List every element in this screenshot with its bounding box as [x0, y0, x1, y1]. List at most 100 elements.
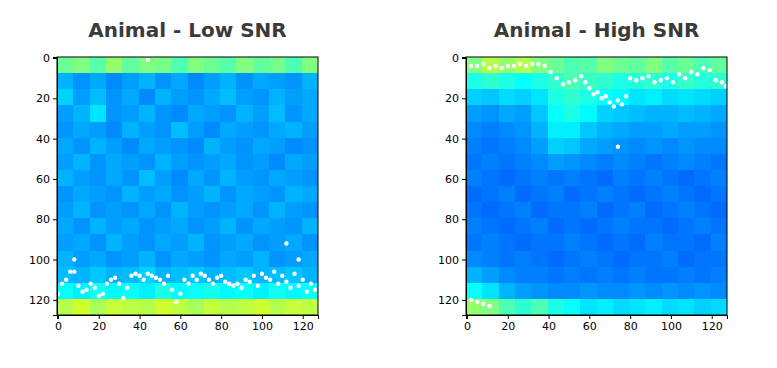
- scatter-point: [121, 296, 125, 300]
- scatter-point: [481, 62, 485, 66]
- heatmap-cell: [285, 170, 302, 187]
- tick-label: 60: [583, 320, 597, 333]
- heatmap-cell: [90, 170, 107, 187]
- tick-mark: [712, 315, 713, 319]
- heatmap-cell: [188, 138, 205, 155]
- tick-label: 60: [445, 173, 459, 186]
- heatmap-cell: [499, 283, 516, 300]
- heatmap-cell: [482, 234, 499, 251]
- tick-mark: [53, 179, 57, 180]
- heatmap-cell: [499, 186, 516, 203]
- heatmap-cell: [597, 299, 614, 315]
- heatmap-cell: [57, 251, 74, 268]
- heatmap-cell: [613, 218, 630, 235]
- heatmap-cell: [188, 57, 205, 74]
- heatmap-cell: [253, 57, 270, 74]
- x-tick: 100: [252, 315, 273, 333]
- heatmap-cell: [90, 105, 107, 122]
- scatter-point: [146, 271, 150, 275]
- heatmap-cell: [171, 138, 188, 155]
- heatmap-cell: [482, 138, 499, 155]
- heatmap-cell: [285, 73, 302, 90]
- heatmap-cell: [285, 138, 302, 155]
- heatmap-cell: [678, 138, 695, 155]
- heatmap-cell: [531, 202, 548, 219]
- heatmap-cell: [236, 234, 253, 251]
- y-tick: 120: [29, 294, 57, 307]
- heatmap-cell: [548, 154, 565, 171]
- scatter-point: [301, 278, 305, 282]
- heatmap-cell: [645, 105, 662, 122]
- heatmap-cell: [711, 57, 727, 74]
- heatmap-cell: [269, 170, 286, 187]
- scatter-point: [137, 273, 141, 277]
- heatmap-cell: [548, 122, 565, 139]
- heatmap-cell: [597, 170, 614, 187]
- heatmap-cell: [694, 138, 711, 155]
- tick-label: 80: [624, 320, 638, 333]
- heatmap-cell: [106, 122, 123, 139]
- heatmap-cell: [302, 186, 318, 203]
- heatmap-cell: [662, 251, 679, 268]
- tick-mark: [462, 179, 466, 180]
- heatmap-cell: [90, 218, 107, 235]
- heatmap-cell: [139, 138, 156, 155]
- heatmap-cell: [531, 234, 548, 251]
- heatmap-cell: [580, 251, 597, 268]
- heatmap-cell: [629, 267, 646, 284]
- scatter-point: [223, 280, 227, 284]
- scatter-point: [720, 80, 724, 84]
- heatmap-cell: [597, 202, 614, 219]
- heatmap-cell: [122, 202, 139, 219]
- scatter-point: [616, 144, 620, 148]
- heatmap-cell: [662, 218, 679, 235]
- heatmap-cell: [220, 299, 237, 315]
- heatmap-cell: [466, 234, 483, 251]
- heatmap-cell: [106, 186, 123, 203]
- heatmap-cell: [515, 234, 532, 251]
- scatter-point: [109, 278, 113, 282]
- heatmap-cell: [629, 251, 646, 268]
- scatter-point: [659, 78, 663, 82]
- heatmap-cell: [711, 202, 727, 219]
- heatmap-cell: [57, 154, 74, 171]
- axis-line: [467, 316, 728, 320]
- heatmap-cell: [499, 267, 516, 284]
- x-tick: 80: [215, 315, 229, 333]
- tick-label: 0: [43, 52, 50, 65]
- scatter-point: [199, 271, 203, 275]
- heatmap-cell: [662, 73, 679, 90]
- tick-mark: [549, 315, 550, 319]
- scatter-point: [701, 66, 705, 70]
- heatmap-cell: [711, 170, 727, 187]
- heatmap-cell: [564, 154, 581, 171]
- heatmap-cell: [515, 170, 532, 187]
- heatmap-cell: [253, 186, 270, 203]
- plot-frame: [57, 57, 318, 315]
- heatmap-cell: [482, 170, 499, 187]
- heatmap-cell: [613, 89, 630, 106]
- heatmap-cell: [548, 218, 565, 235]
- heatmap-cell: [580, 105, 597, 122]
- scatter-point: [481, 302, 485, 306]
- heatmap-cell: [499, 202, 516, 219]
- heatmap-cell: [106, 105, 123, 122]
- scatter-point: [524, 64, 528, 68]
- tick-mark: [589, 315, 590, 319]
- axis-line: [53, 58, 58, 316]
- heatmap-cell: [253, 73, 270, 90]
- heatmap-cell: [106, 299, 123, 315]
- heatmap-cell: [597, 73, 614, 90]
- heatmap-cell: [122, 299, 139, 315]
- heatmap-cell: [711, 138, 727, 155]
- heatmap-cell: [694, 57, 711, 74]
- scatter-point: [84, 288, 88, 292]
- heatmap-cell: [269, 57, 286, 74]
- heatmap-cell: [597, 186, 614, 203]
- heatmap-cell: [73, 267, 90, 284]
- heatmap-cell: [580, 234, 597, 251]
- heatmap-cell: [482, 202, 499, 219]
- scatter-point: [272, 269, 276, 273]
- heatmap-cell: [564, 122, 581, 139]
- scatter-point: [689, 70, 693, 74]
